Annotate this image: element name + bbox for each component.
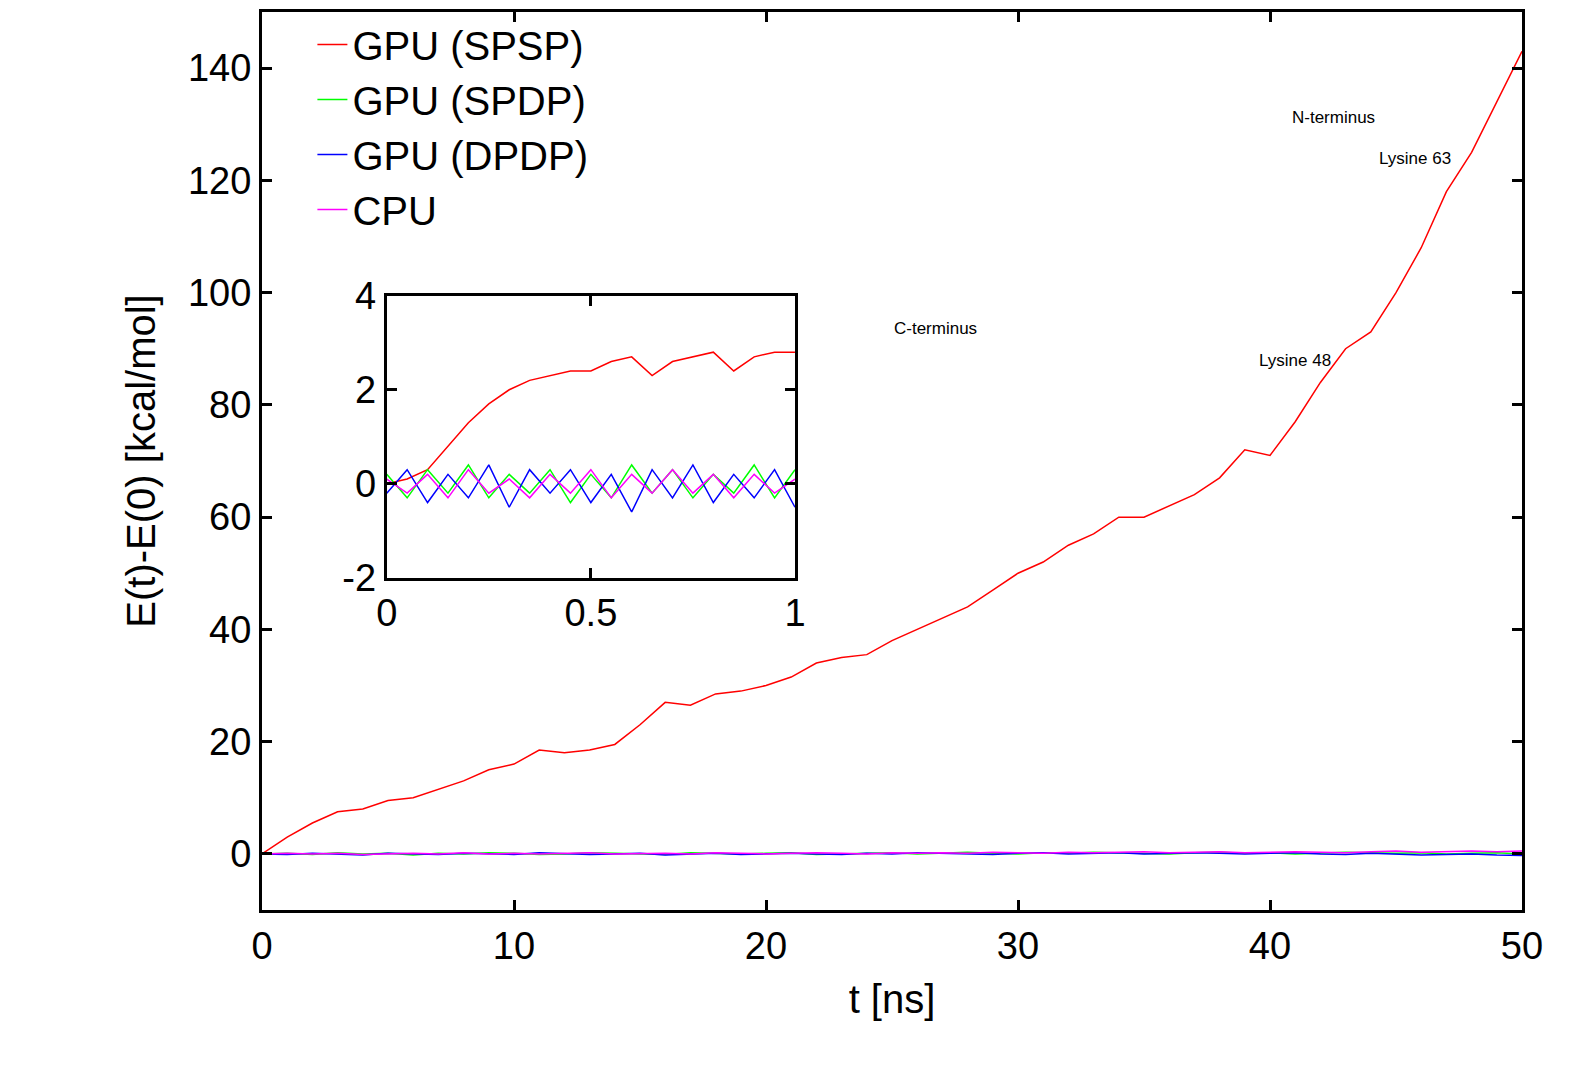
svg-text:CPU: CPU bbox=[352, 189, 436, 233]
svg-text:GPU (SPSP): GPU (SPSP) bbox=[352, 24, 583, 68]
svg-text:30: 30 bbox=[997, 925, 1039, 967]
svg-text:50: 50 bbox=[1501, 925, 1543, 967]
svg-text:GPU (DPDP): GPU (DPDP) bbox=[352, 134, 588, 178]
svg-text:100: 100 bbox=[188, 272, 251, 314]
svg-text:140: 140 bbox=[188, 47, 251, 89]
svg-text:10: 10 bbox=[493, 925, 535, 967]
svg-text:t [ns]: t [ns] bbox=[849, 977, 936, 1021]
svg-text:4: 4 bbox=[355, 275, 376, 317]
svg-text:0: 0 bbox=[251, 925, 272, 967]
svg-text:40: 40 bbox=[209, 609, 251, 651]
svg-text:N-terminus: N-terminus bbox=[1292, 108, 1375, 127]
svg-text:Lysine 63: Lysine 63 bbox=[1379, 149, 1451, 168]
svg-text:20: 20 bbox=[745, 925, 787, 967]
svg-text:80: 80 bbox=[209, 384, 251, 426]
svg-text:2: 2 bbox=[355, 369, 376, 411]
svg-text:0: 0 bbox=[230, 833, 251, 875]
svg-text:Lysine 48: Lysine 48 bbox=[1259, 351, 1331, 370]
svg-text:0: 0 bbox=[355, 463, 376, 505]
svg-text:0: 0 bbox=[376, 592, 397, 634]
svg-text:-2: -2 bbox=[342, 557, 376, 599]
svg-text:C-terminus: C-terminus bbox=[894, 319, 977, 338]
svg-text:20: 20 bbox=[209, 721, 251, 763]
svg-text:120: 120 bbox=[188, 160, 251, 202]
svg-text:1: 1 bbox=[784, 592, 805, 634]
svg-text:0.5: 0.5 bbox=[564, 592, 617, 634]
svg-text:E(t)-E(0) [kcal/mol]: E(t)-E(0) [kcal/mol] bbox=[119, 294, 163, 627]
svg-text:40: 40 bbox=[1249, 925, 1291, 967]
svg-text:GPU (SPDP): GPU (SPDP) bbox=[352, 79, 585, 123]
svg-text:60: 60 bbox=[209, 496, 251, 538]
